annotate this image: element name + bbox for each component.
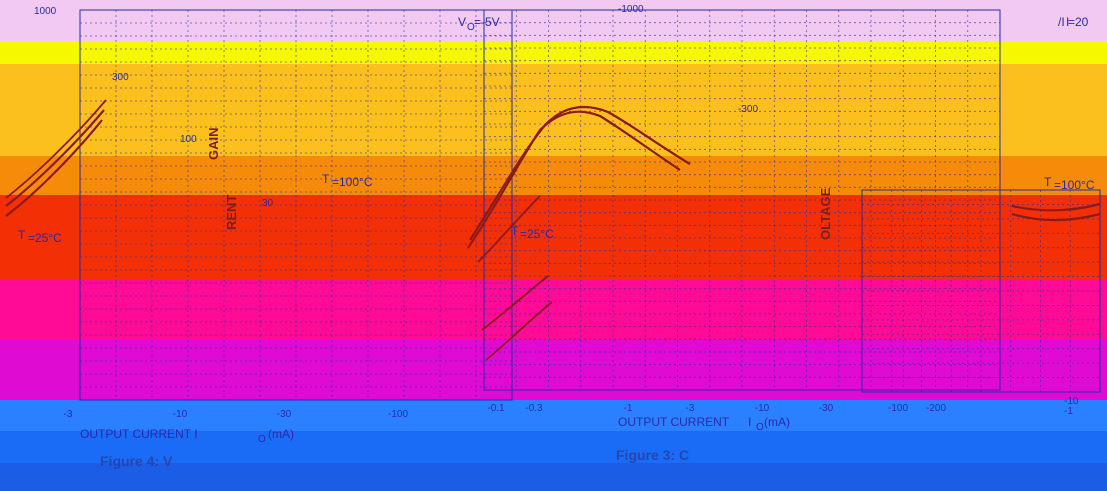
right-ic-value: =20 — [1068, 15, 1089, 29]
middle-x-tick: -0.1 — [487, 403, 505, 414]
left-x-ticks: -3 -10 -30 -100 — [64, 409, 409, 420]
middle-x-axis-symbol: I — [748, 415, 751, 429]
left-figure-caption: Figure 4: V — [100, 453, 173, 469]
right-ic-label: I — [1066, 15, 1069, 29]
data-curve — [481, 275, 549, 331]
middle-x-tick: -10 — [755, 403, 770, 414]
right-curves — [1011, 202, 1101, 222]
left-y-axis-label-2: RENT — [224, 195, 239, 230]
data-curve — [467, 110, 681, 249]
right-temp-hot-value: =100°C — [1054, 178, 1095, 192]
right-chart-panel: I /I =20 T =100°C -10 -1 OLTAGE — [818, 15, 1101, 417]
data-curve — [485, 301, 553, 361]
left-x-tick: -3 — [64, 409, 73, 420]
left-x-axis-subscript: O — [258, 434, 266, 445]
left-vo-label: V — [458, 15, 466, 29]
middle-grid — [483, 9, 1001, 391]
background-band — [0, 400, 1107, 431]
left-vo-value: =-5V — [474, 15, 500, 29]
data-curve — [477, 195, 541, 263]
background-band — [0, 280, 1107, 340]
background-band — [0, 463, 1107, 491]
left-temp-hot-symbol: T — [322, 172, 330, 186]
middle-temp-room-value: =25°C — [520, 227, 554, 241]
left-y-tick-1: 300 — [112, 72, 129, 83]
middle-temp-room-symbol: T — [511, 224, 519, 238]
right-temp-hot-symbol: T — [1044, 175, 1052, 189]
left-y-axis-label: GAIN — [206, 128, 221, 161]
right-y-tick-0: -10 — [1064, 396, 1079, 407]
left-x-tick: -10 — [173, 409, 188, 420]
middle-y-tick-0: -1000 — [618, 4, 644, 15]
middle-y-tick-1: -300 — [738, 104, 758, 115]
left-x-tick: -100 — [388, 409, 408, 420]
middle-x-axis-subscript: O — [756, 422, 764, 433]
background-band — [0, 64, 1107, 156]
left-x-axis-unit: (mA) — [268, 427, 294, 441]
middle-x-tick: -1 — [624, 403, 633, 414]
middle-x-tick: -3 — [686, 403, 695, 414]
data-curve — [5, 99, 107, 199]
background-band — [0, 41, 1107, 64]
left-temp-room-value: =25°C — [28, 231, 62, 245]
left-chart-panel: 1000 300 100 30 -3 -10 -30 -100 OUTPUT CURR… — [5, 6, 513, 469]
middle-figure-caption: Figure 3: C — [616, 447, 689, 463]
background-band — [0, 431, 1107, 463]
left-y-tick-2: 100 — [180, 134, 197, 145]
left-temp-room-symbol: T — [18, 228, 26, 242]
middle-x-tick: -0.3 — [525, 403, 543, 414]
left-x-tick: -30 — [277, 409, 292, 420]
middle-curves — [467, 106, 691, 361]
background-band — [0, 195, 1107, 280]
middle-x-ticks: -0.1 -0.3 -1 -3 -10 -30 -100 -200 — [487, 403, 946, 414]
data-curve — [5, 109, 105, 207]
middle-chart-panel: -1000 -300 -0.1 -0.3 -1 -3 -10 -30 -100 -200 OU… — [467, 4, 1001, 463]
right-grid — [861, 189, 1101, 393]
middle-x-tick: -100 — [888, 403, 908, 414]
data-curve — [1011, 212, 1101, 222]
background-band — [0, 0, 1107, 41]
middle-x-tick: -200 — [926, 403, 946, 414]
background-band — [0, 156, 1107, 195]
left-y-tick-0: 1000 — [34, 6, 57, 17]
right-x-tick-0: -1 — [1064, 406, 1073, 417]
right-ic-ratio: /I — [1058, 15, 1065, 29]
data-curve — [1011, 202, 1101, 212]
data-curve — [5, 119, 103, 217]
middle-x-tick: -30 — [819, 403, 834, 414]
left-y-tick-3: 30 — [262, 198, 274, 209]
left-curves — [5, 99, 107, 217]
left-temp-hot-value: =100°C — [332, 175, 373, 189]
middle-x-axis-label: OUTPUT CURRENT — [618, 415, 730, 429]
right-y-axis-label: OLTAGE — [818, 187, 833, 240]
left-x-axis-label: OUTPUT CURRENT I — [80, 427, 198, 441]
data-curve — [469, 106, 691, 241]
left-grid — [79, 9, 513, 401]
middle-x-axis-unit: (mA) — [764, 415, 790, 429]
left-vo-subscript: O — [467, 22, 475, 33]
